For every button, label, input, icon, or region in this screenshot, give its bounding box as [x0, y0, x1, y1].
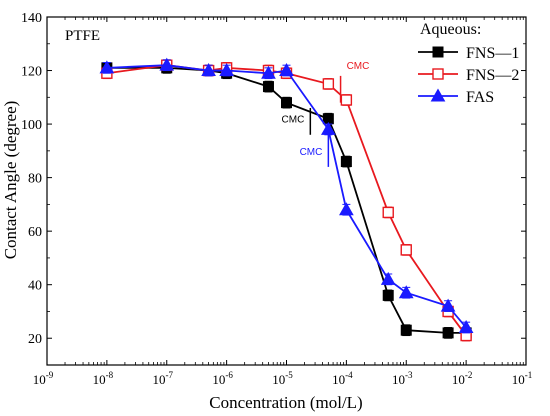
legend-item: FNS—2: [418, 67, 519, 84]
x-tick-label: 10-7: [153, 370, 174, 387]
x-tick-label: 10-4: [332, 370, 353, 387]
x-tick-label: 10-6: [212, 370, 233, 387]
cmc-annotation: CMC: [347, 61, 370, 72]
data-point: [398, 285, 414, 299]
x-tick-label: 10-8: [93, 370, 114, 387]
y-axis-label: Contact Angle (degree): [1, 101, 20, 260]
x-tick-label: 10-9: [33, 370, 54, 387]
legend-marker: [432, 46, 444, 58]
x-tick-label: 10-3: [392, 370, 413, 387]
y-tick-label: 80: [28, 172, 42, 187]
cmc-annotation: CMC: [300, 147, 323, 158]
data-point: [400, 244, 412, 256]
data-point: [279, 63, 294, 77]
y-tick-label: 40: [28, 279, 42, 294]
data-point: [339, 202, 354, 216]
data-point: [261, 65, 276, 79]
legend-item: FNS—1: [418, 45, 519, 62]
data-point: [440, 298, 456, 312]
legend: FNS—1 FNS—2 FAS: [418, 45, 519, 106]
data-point: [382, 206, 394, 219]
data-point: [99, 60, 115, 74]
legend-marker: [432, 68, 444, 80]
y-tick-label: 100: [21, 118, 42, 133]
data-point: [442, 327, 454, 339]
data-point: [159, 57, 175, 71]
x-tick-label: 10-2: [452, 370, 473, 387]
data-point: [201, 63, 216, 77]
cmc-annotation: CMC: [282, 115, 305, 126]
data-point: [219, 63, 234, 77]
y-tick-label: 60: [28, 225, 42, 240]
data-point: [380, 271, 396, 285]
series-3: [99, 57, 474, 334]
data-point: [262, 81, 274, 93]
y-tick-label: 120: [21, 65, 42, 80]
series-line: [106, 64, 467, 329]
y-tick-label: 140: [21, 11, 42, 26]
legend-item: FAS: [418, 88, 494, 106]
data-point: [320, 121, 336, 135]
legend-marker: [430, 88, 446, 102]
data-point: [458, 320, 474, 334]
legend-label: FNS—1: [466, 45, 519, 62]
data-point: [382, 289, 394, 301]
data-point: [400, 324, 412, 336]
data-point: [340, 156, 352, 168]
data-point: [281, 97, 292, 109]
x-axis-label: Concentration (mol/L): [209, 393, 362, 412]
legend-label: FAS: [466, 89, 494, 106]
x-tick-label: 10-5: [272, 370, 293, 387]
series-1: [101, 62, 472, 339]
legend-title: Aqueous:: [420, 21, 481, 38]
legend-label: FNS—2: [466, 67, 519, 84]
y-tick-label: 20: [28, 332, 42, 347]
data-point: [322, 78, 335, 90]
x-tick-label: 10-1: [512, 370, 533, 387]
data-point: [340, 94, 353, 106]
panel-label: PTFE: [65, 28, 100, 44]
